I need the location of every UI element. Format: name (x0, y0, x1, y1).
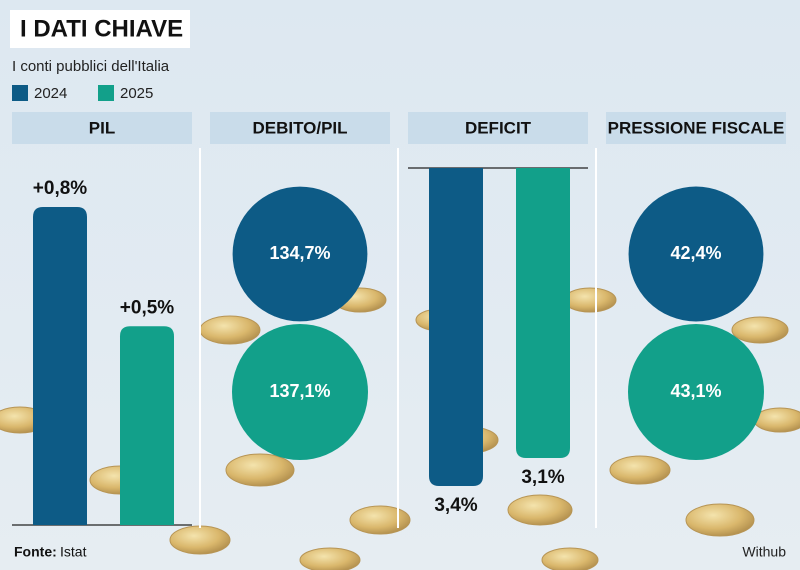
value-label: 3,4% (434, 495, 477, 516)
coin (299, 547, 361, 570)
panel-title: PRESSIONE FISCALE (608, 118, 785, 137)
source: Istat (60, 544, 87, 560)
legend-swatch (12, 85, 28, 101)
panel-header (606, 112, 786, 144)
panel-title: DEFICIT (465, 118, 532, 137)
coin (685, 503, 755, 537)
legend-label: 2025 (120, 85, 153, 102)
bubble (628, 324, 764, 460)
coin (507, 494, 573, 526)
value-label: 43,1% (670, 381, 721, 401)
bubble (232, 186, 368, 322)
title-box (10, 10, 190, 48)
coin (199, 315, 261, 345)
legend-label: 2024 (34, 85, 67, 102)
value-label: 42,4% (670, 243, 721, 263)
title: I DATI CHIAVE (20, 15, 183, 42)
value-label: 3,1% (521, 467, 564, 488)
bar (33, 207, 87, 525)
credit: Withub (742, 544, 786, 560)
panel-header (12, 112, 192, 144)
panels: PIL +0,8% +0,5% DEBITO/PIL 134,7% 137,1% DEFIC… (12, 112, 786, 528)
legend: 2024 2025 (12, 85, 153, 102)
value-label: +0,8% (33, 178, 88, 199)
coin (169, 525, 231, 555)
source-label: Fonte: (14, 544, 57, 560)
value-label: 137,1% (269, 381, 330, 401)
bar (120, 326, 174, 525)
value-label: 134,7% (269, 243, 330, 263)
bar (429, 168, 483, 486)
coin (349, 505, 411, 535)
coin (731, 316, 789, 344)
coin (541, 547, 599, 570)
panel-title: DEBITO/PIL (252, 118, 347, 137)
coin (225, 453, 295, 487)
panel-header (210, 112, 390, 144)
coin (563, 287, 617, 313)
value-label: +0,5% (120, 297, 175, 318)
bubble (628, 186, 764, 322)
coin (609, 455, 671, 485)
subtitle: I conti pubblici dell'Italia (12, 58, 170, 75)
panel-header (408, 112, 588, 144)
bar (516, 168, 570, 458)
legend-swatch (98, 85, 114, 101)
bubble (232, 324, 368, 460)
panel-title: PIL (89, 118, 115, 137)
